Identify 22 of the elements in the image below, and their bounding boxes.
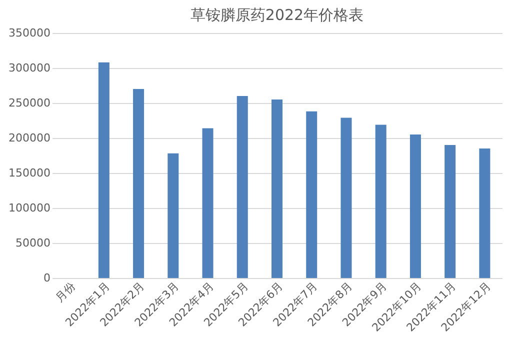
y-tick-label: 100000 [8, 202, 50, 214]
bar [272, 100, 282, 278]
bar [306, 111, 318, 278]
bar [479, 148, 490, 278]
bar [375, 124, 386, 278]
bar [98, 62, 110, 278]
y-tick-label: 250000 [8, 96, 50, 110]
y-tick-label: 0 [44, 272, 50, 284]
bar [444, 145, 456, 278]
chart-title: 草铵膦原药2022年价格表 [190, 6, 364, 24]
bar [410, 134, 421, 278]
bar [340, 118, 352, 278]
bar [236, 96, 248, 278]
y-tick-label: 300000 [8, 62, 50, 74]
y-tick-label: 50000 [16, 236, 50, 250]
bar [202, 128, 214, 278]
bar [168, 153, 179, 278]
bar [133, 89, 144, 278]
y-tick-label: 150000 [8, 166, 50, 180]
y-tick-label: 350000 [8, 26, 50, 40]
x-tick-label: 月份 [53, 280, 78, 305]
y-tick-label: 200000 [8, 132, 50, 144]
